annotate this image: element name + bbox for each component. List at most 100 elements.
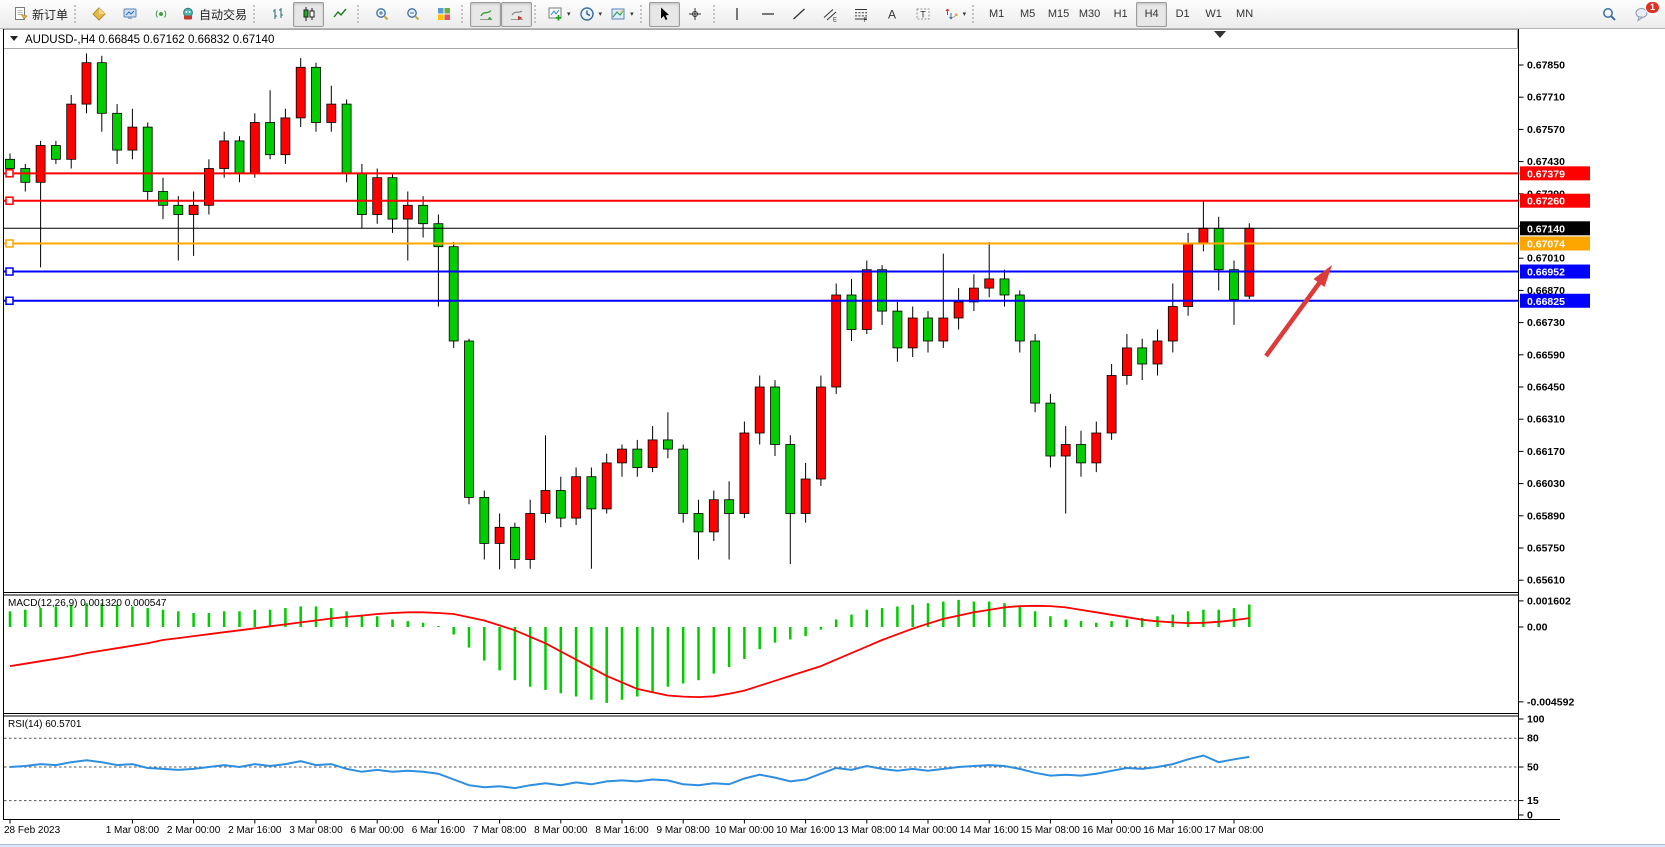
candle-body <box>142 126 153 192</box>
line-anchor-handle[interactable] <box>5 196 14 205</box>
chart-type-group <box>251 0 355 28</box>
autotrading-button[interactable]: 自动交易 <box>176 2 251 27</box>
channel-icon: E <box>823 9 837 23</box>
candlestick-icon <box>303 7 315 21</box>
chart-canvas[interactable]: AUDUSD-,H4 0.66845 0.67162 0.66832 0.671… <box>0 29 1665 839</box>
time-axis-label: 6 Mar 16:00 <box>412 825 466 836</box>
chart-shift-marker[interactable] <box>1214 31 1226 38</box>
arrows-button[interactable]: ▾ <box>939 2 971 27</box>
candle-body <box>739 432 750 514</box>
candlestick-chart-button[interactable] <box>293 1 325 27</box>
chart-menu-arrow-icon[interactable] <box>10 36 18 41</box>
support-line-1[interactable]: 0.66952 <box>4 264 1590 279</box>
rsi-axis-label: 80 <box>1527 733 1539 745</box>
line-chart-button[interactable] <box>324 2 355 27</box>
candle-body <box>402 204 413 220</box>
candle-body <box>464 340 474 498</box>
svg-text:E: E <box>833 18 837 23</box>
statusbar-strip <box>0 844 1665 847</box>
candle-body <box>112 112 122 151</box>
signals-button[interactable] <box>145 2 176 27</box>
candle-body <box>525 513 536 560</box>
svg-text:A: A <box>888 8 896 22</box>
candle-body <box>586 476 597 510</box>
candle-body <box>877 269 887 312</box>
new-order-button[interactable]: 新订单 <box>9 2 72 27</box>
time-axis[interactable]: 28 Feb 2023 1 Mar 08:00 2 Mar 00:00 2 Mar 1… <box>4 819 1264 837</box>
tf-m1-button[interactable]: M1 <box>981 2 1012 27</box>
broadcast-icon <box>155 10 166 18</box>
chart-shift-button[interactable] <box>501 1 533 27</box>
tile-windows-button[interactable] <box>428 2 459 27</box>
bar-chart-button[interactable] <box>262 2 293 27</box>
price-axis-label: 0.67710 <box>1527 92 1565 104</box>
dropdown-arrow-icon[interactable]: ▾ <box>567 11 571 18</box>
cursor-button[interactable] <box>648 1 680 27</box>
tf-d1-button[interactable]: D1 <box>1167 2 1198 27</box>
price-axis-label: 0.65750 <box>1527 543 1565 555</box>
dropdown-arrow-icon[interactable]: ▾ <box>962 11 967 18</box>
rsi-axis-label: 0 <box>1527 810 1533 822</box>
candle-body <box>1122 347 1132 376</box>
line-anchor-handle[interactable] <box>5 169 14 178</box>
current-price-line[interactable]: 0.67140 <box>4 221 1590 236</box>
trend-arrow-annotation[interactable] <box>1264 265 1332 358</box>
tf-w1-button[interactable]: W1 <box>1198 2 1229 27</box>
notifications-button[interactable]: 1 <box>1626 0 1660 27</box>
tf-m15-button[interactable]: M15 <box>1043 2 1074 27</box>
line-anchor-handle[interactable] <box>5 267 14 276</box>
price-badge <box>1520 193 1590 208</box>
vertical-line-button[interactable] <box>722 2 753 27</box>
text-label-button[interactable]: T <box>908 2 939 27</box>
cursor-icon <box>661 7 670 20</box>
zoom-in-button[interactable] <box>366 2 397 27</box>
crosshair-button[interactable] <box>680 2 711 27</box>
services-group: 自动交易 <box>72 0 251 28</box>
trendline-button[interactable] <box>784 2 815 27</box>
support-line-2[interactable]: 0.66825 <box>4 293 1590 308</box>
price-badge-label: 0.66825 <box>1527 296 1565 308</box>
line-anchor-handle[interactable] <box>5 296 14 305</box>
candle-body <box>647 439 658 468</box>
chart-frame <box>3 29 1560 820</box>
market-watch-button[interactable] <box>83 2 114 27</box>
resistance-line-2[interactable]: 0.67260 <box>4 193 1590 208</box>
candle-body <box>800 478 811 514</box>
tf-m30-button[interactable]: M30 <box>1074 2 1105 27</box>
tf-m30-button-label: M30 <box>1078 8 1101 20</box>
indicators-button[interactable]: ▾ <box>543 2 575 27</box>
tf-mn-button[interactable]: MN <box>1229 2 1260 27</box>
horizontal-line-button[interactable] <box>753 2 784 27</box>
objects-group: ▾ ▾ ▾ <box>532 0 638 28</box>
chart-title-bar: AUDUSD-,H4 0.66845 0.67162 0.66832 0.671… <box>3 29 1518 49</box>
time-axis-label: 14 Mar 00:00 <box>899 825 958 836</box>
tf-h4-button[interactable]: H4 <box>1136 1 1168 27</box>
dropdown-arrow-icon[interactable]: ▾ <box>630 11 634 18</box>
fibonacci-button[interactable]: F <box>846 2 877 27</box>
dropdown-arrow-icon[interactable]: ▾ <box>598 11 603 18</box>
time-axis-label: 28 Feb 2023 <box>4 825 61 836</box>
chart-window: AUDUSD-,H4 0.66845 0.67162 0.66832 0.671… <box>0 29 1665 844</box>
equidistant-channel-button[interactable]: E <box>815 2 846 27</box>
pivot-line[interactable]: 0.67074 <box>4 236 1590 251</box>
macd-axis-label: 0.00 <box>1527 622 1548 634</box>
search-button[interactable] <box>1593 2 1624 27</box>
text-button[interactable]: A <box>877 2 908 27</box>
tf-h1-button[interactable]: H1 <box>1105 2 1136 27</box>
candle-body <box>1091 432 1102 464</box>
strategy-tester-button[interactable] <box>114 2 145 27</box>
candle-body <box>831 294 842 388</box>
resistance-line-1[interactable]: 0.67379 <box>4 166 1590 181</box>
line-anchor-handle[interactable] <box>5 239 14 248</box>
candle-body <box>249 122 260 174</box>
templates-button[interactable]: ▾ <box>606 2 638 27</box>
candle-body <box>1183 243 1193 307</box>
time-axis-label: 6 Mar 00:00 <box>351 825 405 836</box>
timeframes-group: M1 M5 M15 M30 H1 H4 D1 W1 MN <box>970 0 1260 28</box>
periods-button[interactable]: ▾ <box>575 2 607 27</box>
auto-scroll-button[interactable] <box>470 1 502 27</box>
tf-m5-button[interactable]: M5 <box>1012 2 1043 27</box>
rsi-pane: RSI(14) 60.5701 100 80 50 15 0 <box>4 714 1545 822</box>
zoom-out-button[interactable] <box>397 2 428 27</box>
